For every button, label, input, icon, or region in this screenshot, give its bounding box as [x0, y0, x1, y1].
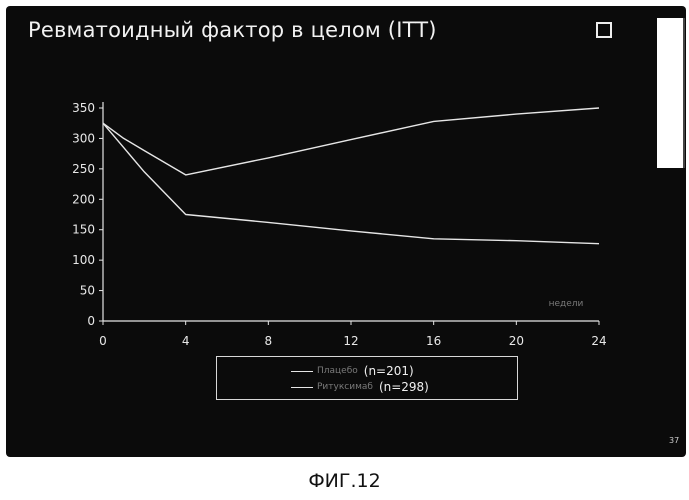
figure-caption: ФИГ.12	[308, 470, 381, 492]
y-tick-label: 150	[72, 223, 95, 237]
x-tick-label: 0	[99, 334, 107, 348]
series-line-2	[102, 122, 600, 245]
white-strip-artifact	[657, 18, 685, 168]
chart-legend: Плацебо (n=201) Ритуксимаб (n=298)	[216, 356, 518, 400]
chart-title: Ревматоидный фактор в целом (ITT)	[28, 18, 437, 42]
y-tick-label: 350	[72, 101, 95, 115]
legend-line-swatch	[291, 386, 313, 388]
checkbox-square-icon	[596, 22, 612, 38]
y-tick-label: 250	[72, 162, 95, 176]
x-tick-label: 12	[343, 334, 358, 348]
y-tick-label: 100	[72, 253, 95, 267]
y-tick-label: 300	[72, 131, 95, 145]
x-tick-label: 20	[509, 334, 524, 348]
y-tick-label: 200	[72, 192, 95, 206]
series-line-1	[102, 107, 600, 176]
axes	[102, 102, 599, 322]
chart-slide: Ревматоидный фактор в целом (ITT) 37 0 50…	[6, 6, 686, 457]
legend-series-label: (n=201)	[363, 364, 414, 378]
legend-series-name: Плацебо	[317, 366, 358, 376]
legend-line-swatch	[291, 370, 313, 372]
legend-item-2: Ритуксимаб (n=298)	[291, 380, 429, 394]
page-number: 37	[669, 436, 680, 445]
tick-labels: 0 50 100 150 200 250 300 350 0 4 8 12 16 20 24	[72, 101, 607, 348]
x-tick-label: 4	[182, 334, 190, 348]
x-tick-label: 8	[265, 334, 273, 348]
x-tick-label: 16	[426, 334, 441, 348]
legend-series-label: (n=298)	[378, 380, 429, 394]
y-tick-label: 50	[80, 284, 95, 298]
series-lines	[102, 107, 600, 245]
line-chart: 0 50 100 150 200 250 300 350 0 4 8 12 16 20 24 недели	[72, 101, 607, 348]
x-axis-label: недели	[549, 299, 584, 309]
y-tick-label: 0	[87, 314, 95, 328]
legend-item-1: Плацебо (n=201)	[291, 364, 414, 378]
x-tick-label: 24	[591, 334, 606, 348]
legend-series-name: Ритуксимаб	[317, 382, 373, 392]
